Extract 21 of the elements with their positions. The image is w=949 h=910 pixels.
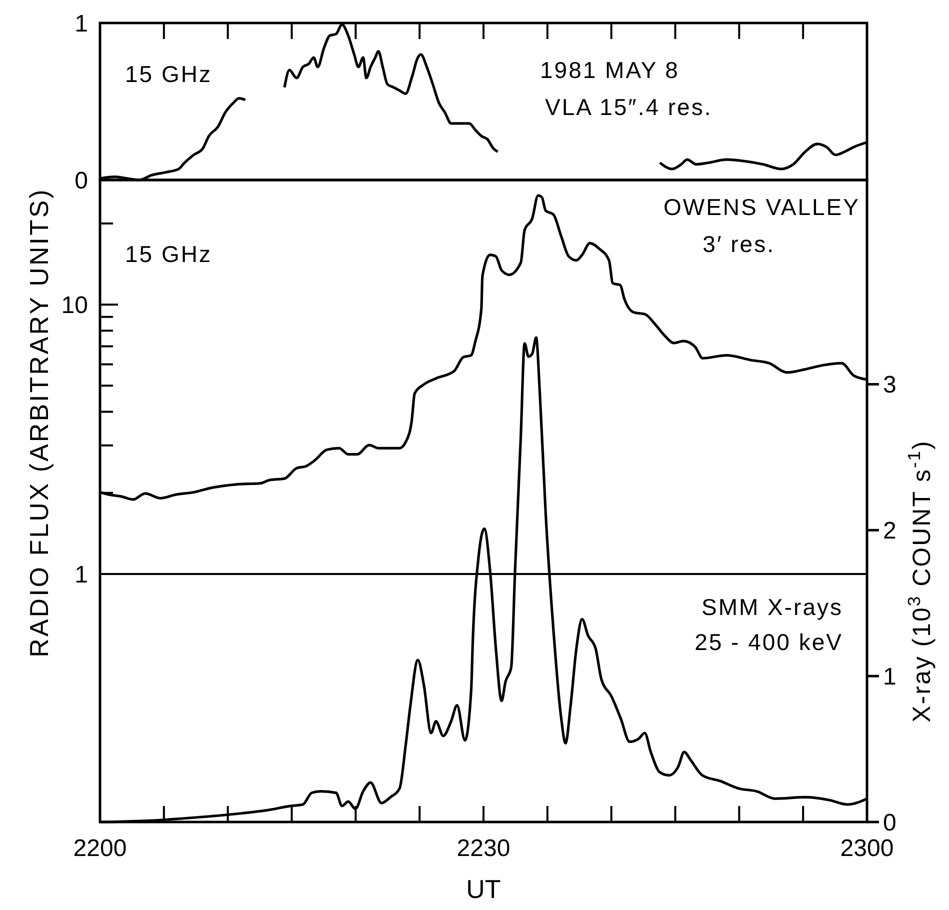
y-tick-label: 10: [61, 292, 88, 319]
y2-tick-label: 0: [883, 809, 896, 836]
y2-tick-label: 2: [883, 518, 896, 545]
y-tick-label: 1: [74, 561, 88, 588]
annotation: VLA 15″.4 res.: [545, 94, 712, 120]
annotation: SMM X-rays: [702, 594, 843, 620]
y2-tick-label: 3: [883, 372, 896, 399]
x-axis-title: UT: [466, 874, 501, 904]
annotation: 3′ res.: [702, 231, 775, 257]
y-tick-label: 0: [74, 167, 88, 194]
annotation: 25 - 400 keV: [694, 629, 843, 655]
annotation: 1981 MAY 8: [540, 57, 680, 83]
annotation: 15 GHz: [125, 241, 212, 267]
x-tick-label: 2200: [73, 835, 127, 862]
annotation: 15 GHz: [125, 61, 212, 87]
x-tick-label: 2300: [840, 835, 894, 862]
y2-tick-label: 1: [883, 663, 896, 690]
y-tick-label: 1: [74, 10, 88, 38]
y-axis-title: RADIO FLUX (ARBITRARY UNITS): [24, 188, 54, 658]
x-tick-label: 2230: [456, 835, 510, 862]
annotation: OWENS VALLEY: [663, 194, 860, 220]
